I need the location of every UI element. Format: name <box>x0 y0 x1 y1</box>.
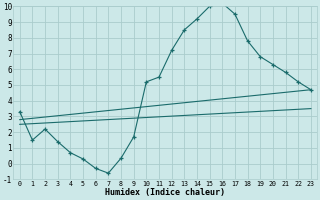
X-axis label: Humidex (Indice chaleur): Humidex (Indice chaleur) <box>105 188 225 197</box>
